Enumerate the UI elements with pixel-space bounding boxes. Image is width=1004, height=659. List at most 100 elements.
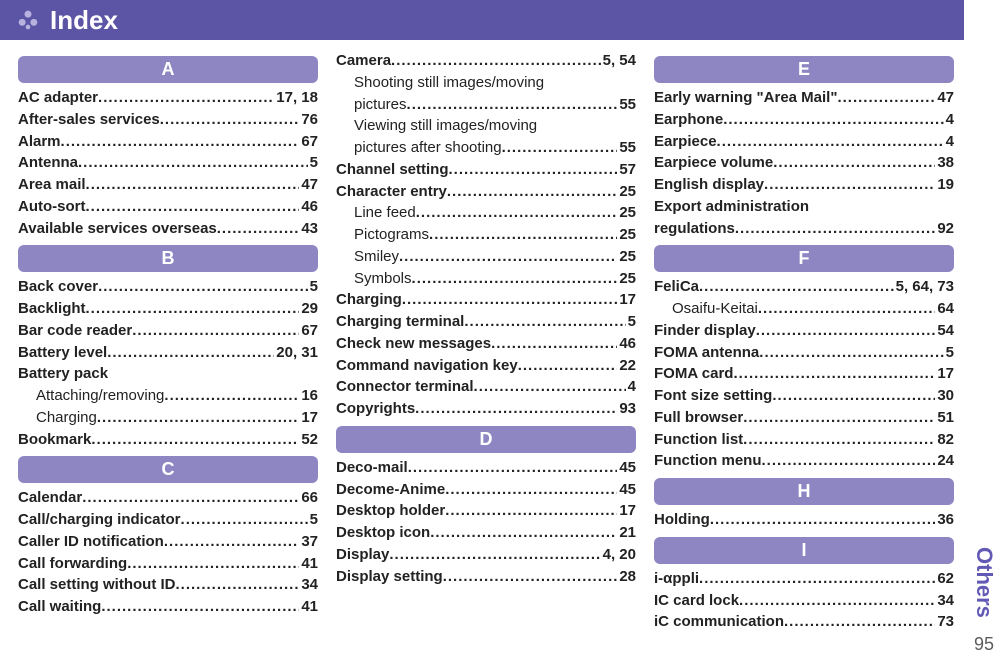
entry-label: Alarm <box>18 131 61 153</box>
leader-dots: ........................................… <box>735 218 935 240</box>
index-entry[interactable]: iC communication .......................… <box>654 611 954 633</box>
index-entry[interactable]: Holding ................................… <box>654 509 954 531</box>
entry-page: 17 <box>617 289 636 311</box>
index-entry[interactable]: Font size setting ......................… <box>654 385 954 407</box>
entry-label: Call forwarding <box>18 553 127 575</box>
index-entry[interactable]: Battery pack <box>18 363 318 385</box>
index-entry[interactable]: Battery level ..........................… <box>18 342 318 364</box>
index-entry[interactable]: Earphone ...............................… <box>654 109 954 131</box>
index-entry[interactable]: Back cover .............................… <box>18 276 318 298</box>
entry-page: 25 <box>617 268 636 290</box>
index-column: EEarly warning "Area Mail" .............… <box>654 50 954 633</box>
entry-label: Desktop holder <box>336 500 445 522</box>
index-entry[interactable]: Auto-sort ..............................… <box>18 196 318 218</box>
entry-label: Copyrights <box>336 398 415 420</box>
index-entry[interactable]: Early warning "Area Mail" ..............… <box>654 87 954 109</box>
index-entry[interactable]: Desktop holder .........................… <box>336 500 636 522</box>
index-entry[interactable]: Call/charging indicator ................… <box>18 509 318 531</box>
index-entry[interactable]: Connector terminal .....................… <box>336 376 636 398</box>
entry-page: 66 <box>299 487 318 509</box>
index-entry[interactable]: Call setting without ID ................… <box>18 574 318 596</box>
index-entry[interactable]: Call waiting ...........................… <box>18 596 318 618</box>
leader-dots: ........................................… <box>160 109 300 131</box>
index-entry[interactable]: Alarm ..................................… <box>18 131 318 153</box>
index-entry[interactable]: Copyrights .............................… <box>336 398 636 420</box>
page-number: 95 <box>974 634 994 655</box>
entry-page: 57 <box>617 159 636 181</box>
index-entry[interactable]: Display ................................… <box>336 544 636 566</box>
page-root: Index AAC adapter ......................… <box>0 0 1004 659</box>
index-entry[interactable]: Full browser ...........................… <box>654 407 954 429</box>
entry-label: Command navigation key <box>336 355 518 377</box>
index-entry[interactable]: Deco-mail ..............................… <box>336 457 636 479</box>
index-entry[interactable]: pictures after shooting ................… <box>336 137 636 159</box>
index-entry[interactable]: AC adapter .............................… <box>18 87 318 109</box>
section-tab-others[interactable]: Others <box>967 537 1001 628</box>
index-entry[interactable]: FOMA antenna ...........................… <box>654 342 954 364</box>
index-entry[interactable]: Caller ID notification .................… <box>18 531 318 553</box>
entry-label: Bookmark <box>18 429 91 451</box>
entry-page: 54 <box>935 320 954 342</box>
index-entry[interactable]: i-αppli ................................… <box>654 568 954 590</box>
entry-page: 67 <box>299 131 318 153</box>
index-entry[interactable]: Channel setting ........................… <box>336 159 636 181</box>
index-entry[interactable]: Area mail ..............................… <box>18 174 318 196</box>
index-entry[interactable]: Bar code reader ........................… <box>18 320 318 342</box>
index-entry[interactable]: Pictograms .............................… <box>336 224 636 246</box>
entry-label: Smiley <box>354 246 399 268</box>
entry-page: 17, 18 <box>274 87 318 109</box>
entry-label: Attaching/removing <box>36 385 164 407</box>
index-entry[interactable]: pictures ...............................… <box>336 94 636 116</box>
index-entry[interactable]: Earpiece ...............................… <box>654 131 954 153</box>
content-area: Index AAC adapter ......................… <box>0 0 964 659</box>
index-entry[interactable]: Antenna ................................… <box>18 152 318 174</box>
index-entry[interactable]: Earpiece volume ........................… <box>654 152 954 174</box>
entry-label: Call/charging indicator <box>18 509 181 531</box>
index-entry[interactable]: Calendar ...............................… <box>18 487 318 509</box>
index-columns: AAC adapter ............................… <box>0 40 964 633</box>
entry-page: 43 <box>299 218 318 240</box>
index-entry[interactable]: Command navigation key .................… <box>336 355 636 377</box>
index-entry[interactable]: Charging ...............................… <box>336 289 636 311</box>
index-entry[interactable]: Function menu ..........................… <box>654 450 954 472</box>
index-entry[interactable]: regulations ............................… <box>654 218 954 240</box>
index-entry[interactable]: Check new messages .....................… <box>336 333 636 355</box>
index-entry[interactable]: Camera .................................… <box>336 50 636 72</box>
index-entry[interactable]: Decome-Anime ...........................… <box>336 479 636 501</box>
index-entry[interactable]: Function list ..........................… <box>654 429 954 451</box>
entry-page: 5 <box>944 342 954 364</box>
leader-dots: ........................................… <box>464 311 625 333</box>
index-entry[interactable]: Viewing still images/moving <box>336 115 636 137</box>
entry-label: Display <box>336 544 389 566</box>
entry-page: 92 <box>935 218 954 240</box>
entry-label: Font size setting <box>654 385 772 407</box>
index-entry[interactable]: Attaching/removing .....................… <box>18 385 318 407</box>
index-entry[interactable]: Bookmark ...............................… <box>18 429 318 451</box>
index-entry[interactable]: FeliCa .................................… <box>654 276 954 298</box>
index-entry[interactable]: IC card lock ...........................… <box>654 590 954 612</box>
entry-page: 25 <box>617 246 636 268</box>
index-entry[interactable]: Desktop icon ...........................… <box>336 522 636 544</box>
index-entry[interactable]: Display setting ........................… <box>336 566 636 588</box>
index-entry[interactable]: Finder display .........................… <box>654 320 954 342</box>
index-entry[interactable]: Smiley .................................… <box>336 246 636 268</box>
index-entry[interactable]: Symbols ................................… <box>336 268 636 290</box>
index-entry[interactable]: Line feed ..............................… <box>336 202 636 224</box>
leader-dots: ........................................… <box>474 376 626 398</box>
index-entry[interactable]: Charging ...............................… <box>18 407 318 429</box>
index-entry[interactable]: Character entry ........................… <box>336 181 636 203</box>
index-entry[interactable]: FOMA card ..............................… <box>654 363 954 385</box>
entry-page: 62 <box>935 568 954 590</box>
index-entry[interactable]: Call forwarding ........................… <box>18 553 318 575</box>
index-entry[interactable]: Shooting still images/moving <box>336 72 636 94</box>
index-entry[interactable]: After-sales services ...................… <box>18 109 318 131</box>
entry-page: 52 <box>299 429 318 451</box>
index-entry[interactable]: Osaifu-Keitai ..........................… <box>654 298 954 320</box>
entry-label: pictures <box>354 94 407 116</box>
index-entry[interactable]: Backlight ..............................… <box>18 298 318 320</box>
index-entry[interactable]: Charging terminal ......................… <box>336 311 636 333</box>
index-entry[interactable]: Available services overseas ............… <box>18 218 318 240</box>
index-entry[interactable]: English display ........................… <box>654 174 954 196</box>
entry-page: 5 <box>626 311 636 333</box>
index-entry[interactable]: Export administration <box>654 196 954 218</box>
